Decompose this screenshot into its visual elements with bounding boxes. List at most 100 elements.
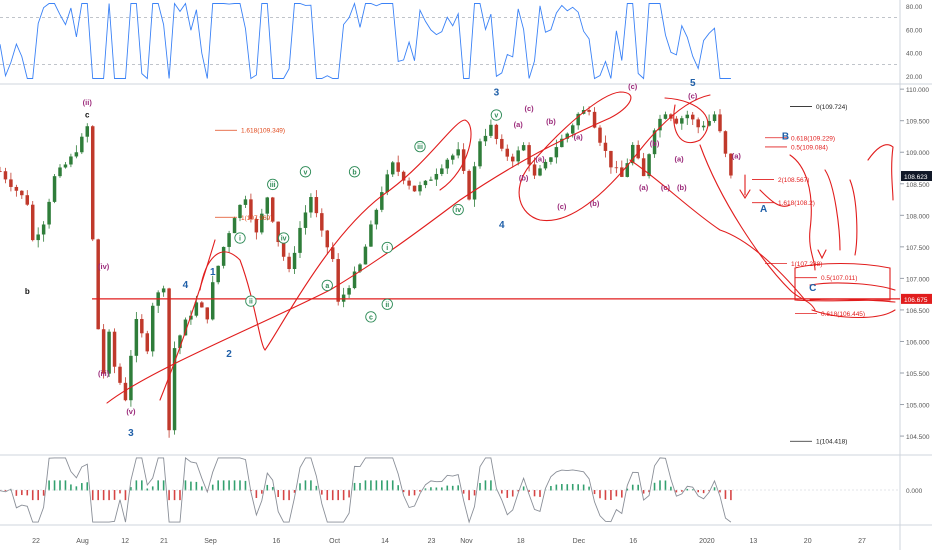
candle-body — [467, 170, 471, 200]
oscillator-bar — [397, 485, 399, 491]
annotation-stroke — [794, 262, 891, 302]
price-axis-label: 110.000 — [906, 87, 929, 94]
candle-body — [90, 126, 95, 240]
candle-body — [396, 162, 400, 172]
oscillator-bar — [359, 482, 361, 491]
oscillator-bar — [588, 486, 590, 491]
oscillator-bar — [342, 490, 345, 501]
candle-body — [145, 333, 150, 352]
oscillator-bar — [375, 480, 378, 491]
wave-label-circle — [365, 311, 377, 323]
oscillator-bar — [70, 484, 72, 491]
candle-body — [401, 171, 406, 181]
candle-body — [707, 120, 711, 126]
wave-label: iii — [270, 182, 276, 189]
oscillator-bar — [81, 483, 83, 491]
wave-label: iv — [455, 207, 461, 214]
oscillator-bar — [610, 490, 612, 501]
oscillator-bar — [533, 490, 536, 497]
price-axis-label: 109.000 — [906, 150, 930, 157]
wave-label: (iv) — [98, 262, 110, 271]
oscillator-bar — [522, 486, 525, 491]
candle-body — [521, 145, 526, 151]
annotation-stroke — [159, 239, 216, 401]
candle-body — [9, 179, 13, 187]
oscillator-bar — [168, 490, 170, 501]
candle-body — [52, 176, 57, 202]
candle-body — [701, 125, 706, 128]
oscillator-bar — [244, 480, 247, 491]
wave-label: 3 — [128, 428, 134, 439]
candle-body — [3, 171, 8, 180]
fib-level-label: 0.5(109.084) — [791, 144, 828, 151]
wave-label: (b) — [677, 183, 687, 192]
time-axis-label: 20 — [804, 538, 812, 545]
candle-body — [690, 114, 695, 120]
wave-label: (a) — [574, 133, 584, 142]
candle-body — [254, 219, 259, 233]
wave-label: (a) — [535, 155, 545, 164]
candle-body — [140, 318, 144, 334]
candle-body — [461, 149, 466, 171]
horizontal-level-label: 106.675 — [904, 297, 928, 304]
candle-body — [320, 213, 324, 231]
wave-label: v — [494, 113, 498, 120]
fib-level-label: 0.618(109.229) — [791, 135, 835, 142]
wave-label: c — [85, 111, 90, 120]
price-axis-label: 108.000 — [906, 213, 930, 220]
oscillator-bar — [228, 480, 230, 491]
candle-body — [505, 148, 510, 157]
time-axis-label: 16 — [629, 538, 637, 545]
candle-body — [374, 209, 379, 225]
price-axis-label: 104.500 — [906, 434, 930, 441]
rsi-axis-label: 80.00 — [906, 4, 923, 11]
candle-body — [380, 192, 384, 210]
wave-label: 5 — [690, 78, 696, 89]
oscillator-bar — [615, 490, 618, 497]
candle-body — [369, 224, 373, 247]
oscillator-bar — [157, 480, 159, 491]
candle-body — [560, 138, 564, 148]
candle-body — [85, 126, 90, 137]
candle-body — [292, 252, 297, 270]
oscillator-bar — [59, 480, 61, 491]
oscillator-bar — [108, 490, 110, 501]
annotation-stroke — [759, 189, 791, 207]
oscillator-bar — [621, 490, 623, 498]
wave-label: 2 — [226, 349, 232, 360]
candle-body — [238, 204, 242, 219]
oscillator-bar — [391, 480, 394, 491]
oscillator-bar — [184, 480, 187, 491]
candle-body — [232, 218, 237, 234]
candle-body — [36, 234, 40, 241]
oscillator-bar — [261, 490, 263, 494]
time-axis-label: Nov — [460, 538, 473, 545]
wave-label: C — [809, 283, 816, 294]
oscillator-bar — [593, 490, 596, 495]
oscillator-bar — [571, 483, 574, 491]
oscillator-bar — [64, 480, 67, 491]
time-axis-label: 22 — [32, 538, 40, 545]
oscillator-bar — [713, 487, 716, 491]
oscillator-bar — [604, 490, 607, 500]
fib-level-label: 1.618(109.349) — [241, 128, 285, 135]
oscillator-bar — [708, 490, 710, 492]
wave-label-circle — [348, 166, 361, 178]
wave-label: (b) — [590, 199, 600, 208]
fib-level-label: 1(107.238) — [791, 261, 822, 268]
oscillator-bar — [304, 480, 307, 491]
oscillator-bar — [53, 480, 56, 491]
oscillator-bar — [402, 490, 405, 493]
oscillator-bar — [506, 490, 509, 498]
wave-label-circle — [490, 109, 503, 121]
oscillator-bar — [102, 490, 105, 501]
oscillator-bar — [271, 487, 274, 491]
oscillator-bar — [293, 490, 296, 493]
candle-body — [183, 319, 188, 336]
rsi-axis-label: 40.00 — [906, 51, 923, 58]
oscillator-bar — [141, 480, 143, 491]
fib-level-label: 0(109.724) — [816, 104, 847, 111]
oscillator-bar — [48, 480, 50, 491]
price-axis-label: 108.500 — [906, 182, 930, 189]
